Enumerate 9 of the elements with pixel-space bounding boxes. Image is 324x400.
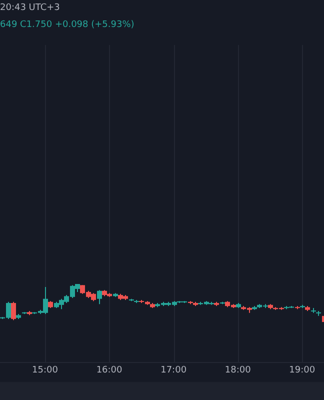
x-tick-label: 17:00 (160, 365, 187, 376)
x-tick-label: 18:00 (224, 365, 252, 376)
x-tick-label: 16:00 (96, 365, 123, 376)
text: 20:43 UTC+3 (0, 3, 60, 13)
candlestick (97, 290, 102, 305)
candlestick (11, 301, 16, 321)
x-tick-label: 15:00 (32, 365, 58, 376)
x-tick-label: 19:00 (289, 365, 316, 376)
text: 649 C1.750 +0.098 (+5.93%) (0, 20, 134, 30)
